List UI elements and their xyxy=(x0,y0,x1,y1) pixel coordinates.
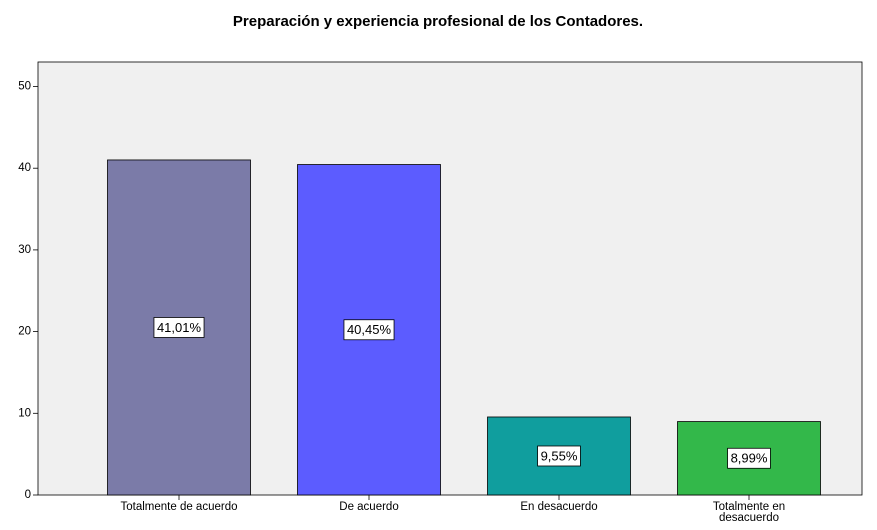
y-tick-label: 10 xyxy=(18,407,31,419)
value-label: 9,55% xyxy=(541,448,578,463)
y-tick-label: 20 xyxy=(18,326,31,338)
y-tick-label: 40 xyxy=(18,162,31,174)
y-tick-label: 0 xyxy=(25,489,31,501)
x-tick-label: Totalmente en desacuerdo xyxy=(712,501,786,524)
y-tick-label: 30 xyxy=(18,244,31,256)
value-label: 41,01% xyxy=(157,320,202,335)
value-label-box xyxy=(153,317,205,338)
x-tick-label: En desacuerdo xyxy=(520,501,598,513)
y-tick-label: 50 xyxy=(18,81,31,93)
value-label-box xyxy=(343,319,395,341)
value-label-box xyxy=(727,447,771,469)
x-tick-label: Totalmente de acuerdo xyxy=(120,501,238,513)
chart-title: Preparación y experiencia profesional de… xyxy=(233,13,643,30)
x-tick-label: De acuerdo xyxy=(339,501,399,513)
value-label: 40,45% xyxy=(347,322,392,337)
value-label-box xyxy=(537,445,581,467)
value-label: 8,99% xyxy=(731,451,768,466)
